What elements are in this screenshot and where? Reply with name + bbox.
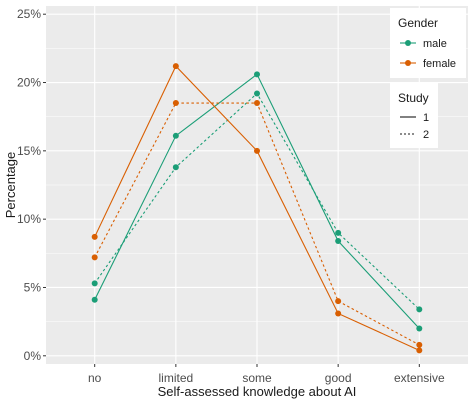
legend-label-study-1: 1 <box>423 112 429 124</box>
data-point-female-study-1 <box>254 147 260 154</box>
legend-study-title: Study <box>398 91 429 105</box>
legend-gender-title: Gender <box>398 16 438 30</box>
y-tick-label: 15% <box>17 144 41 158</box>
legend-marker-male <box>405 40 411 46</box>
data-point-male-study-1 <box>172 132 179 139</box>
data-point-male-study-2 <box>91 280 98 287</box>
legend-study-background <box>390 83 438 148</box>
x-axis-title: Self-assessed knowledge about AI <box>158 384 357 399</box>
x-tick-label: good <box>325 371 352 385</box>
data-point-male-study-2 <box>335 229 342 236</box>
data-points <box>91 63 423 354</box>
data-point-male-study-1 <box>254 71 260 78</box>
x-tick-label: limited <box>159 371 194 385</box>
legend-label-female: female <box>423 58 456 70</box>
legend-label-male: male <box>423 38 447 50</box>
data-point-female-study-1 <box>416 347 423 354</box>
y-tick-label: 5% <box>24 280 42 294</box>
data-point-male-study-1 <box>335 238 342 245</box>
legend-study: Study 1 2 <box>390 83 438 148</box>
legend-label-study-2: 2 <box>423 129 429 141</box>
data-point-male-study-2 <box>254 90 260 97</box>
y-tick-label: 0% <box>24 349 42 363</box>
data-point-male-study-2 <box>172 164 179 171</box>
x-tick-label: some <box>242 371 272 385</box>
data-point-male-study-2 <box>416 306 423 313</box>
data-point-female-study-2 <box>416 341 423 348</box>
axes: 0% 5% 10% 15% 20% 25% no limited some good extensi… <box>17 7 445 385</box>
data-point-female-study-1 <box>172 63 179 70</box>
y-axis-title: Percentage <box>3 152 18 219</box>
y-tick-label: 25% <box>17 7 41 21</box>
data-point-female-study-1 <box>91 233 98 240</box>
y-tick-label: 10% <box>17 212 41 226</box>
data-point-female-study-2 <box>254 100 260 107</box>
data-point-male-study-1 <box>416 325 423 332</box>
legend-gender: Gender male female <box>390 8 466 78</box>
y-tick-label: 20% <box>17 76 41 90</box>
x-tick-label: extensive <box>394 371 445 385</box>
x-tick-label: no <box>88 371 102 385</box>
legend-marker-female <box>405 60 411 66</box>
data-point-male-study-1 <box>91 296 98 303</box>
data-point-female-study-1 <box>335 310 342 317</box>
data-point-female-study-2 <box>91 254 98 261</box>
data-point-female-study-2 <box>335 298 342 305</box>
data-point-female-study-2 <box>172 100 179 107</box>
